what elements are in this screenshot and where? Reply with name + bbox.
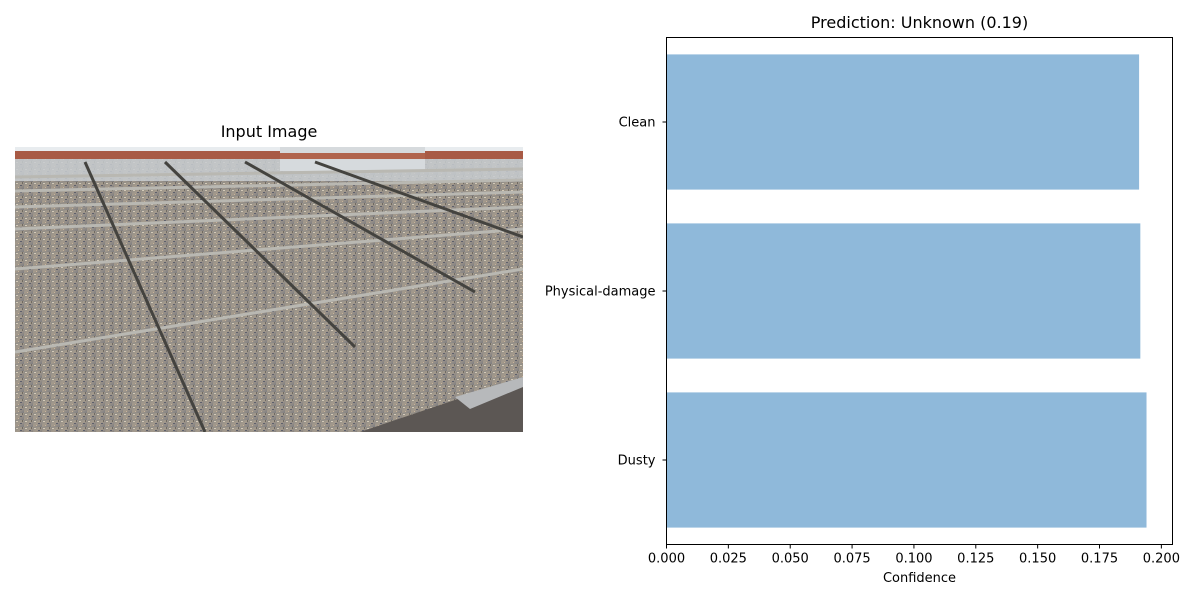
x-axis-label: Confidence (883, 571, 956, 586)
x-tick-label: 0.075 (833, 552, 870, 567)
y-tick-label: Clean (619, 116, 656, 131)
y-tick-label: Physical-damage (545, 285, 656, 300)
x-tick-label: 0.050 (772, 552, 809, 567)
input-image-title: Input Image (220, 122, 318, 141)
chart-title: Prediction: Unknown (0.19) (811, 13, 1028, 32)
input-image (15, 147, 523, 432)
bar-dusty (666, 392, 1147, 528)
x-tick-label: 0.125 (957, 552, 994, 567)
x-tick-label: 0.000 (648, 552, 685, 567)
x-tick-label: 0.175 (1081, 552, 1118, 567)
bar-clean (666, 54, 1140, 190)
x-tick-label: 0.150 (1019, 552, 1056, 567)
x-tick-label: 0.200 (1143, 552, 1180, 567)
y-tick-label: Dusty (618, 454, 656, 469)
x-tick-label: 0.100 (895, 552, 932, 567)
bar-physical-damage (666, 223, 1141, 359)
plot-frame (666, 37, 1173, 545)
x-tick-label: 0.025 (710, 552, 747, 567)
